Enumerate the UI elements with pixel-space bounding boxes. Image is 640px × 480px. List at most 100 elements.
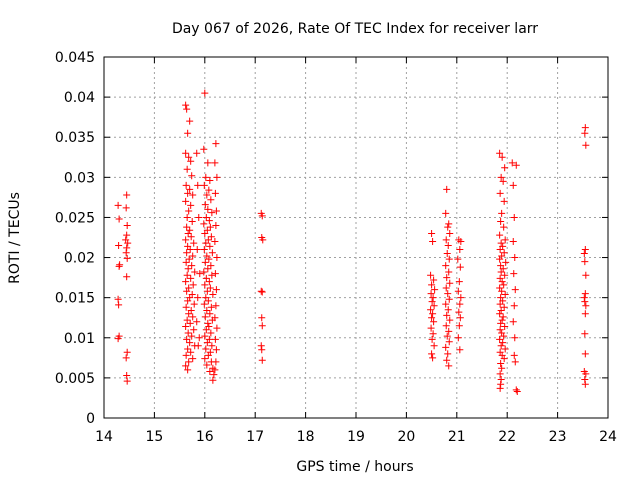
- x-tick-label: 24: [599, 429, 617, 445]
- data-point-marker: [123, 273, 131, 281]
- data-point-marker: [499, 339, 507, 347]
- data-point-marker: [200, 268, 208, 276]
- data-point-marker: [205, 186, 213, 194]
- data-point-marker: [206, 367, 214, 375]
- data-point-marker: [183, 213, 191, 221]
- data-point-marker: [497, 173, 505, 181]
- data-point-marker: [581, 375, 589, 383]
- data-point-marker: [123, 244, 131, 252]
- data-point-marker: [205, 278, 213, 286]
- data-point-marker: [581, 310, 589, 318]
- data-point-marker: [203, 191, 211, 199]
- data-point-marker: [446, 229, 454, 237]
- data-point-marker: [210, 371, 218, 379]
- data-point-marker: [182, 362, 190, 370]
- data-point-marker: [498, 364, 506, 372]
- data-point-marker: [193, 318, 201, 326]
- data-point-marker: [186, 339, 194, 347]
- data-point-marker: [212, 358, 220, 366]
- data-point-marker: [443, 356, 451, 364]
- data-point-marker: [258, 288, 266, 296]
- data-point-marker: [182, 323, 190, 331]
- data-point-marker: [203, 361, 211, 369]
- data-point-marker: [431, 286, 439, 294]
- data-point-marker: [443, 274, 451, 282]
- data-point-marker: [502, 258, 510, 266]
- data-point-marker: [186, 185, 194, 193]
- data-point-marker: [188, 217, 196, 225]
- data-point-marker: [200, 145, 208, 153]
- y-tick-label: 0.04: [64, 90, 95, 106]
- data-point-marker: [212, 286, 220, 294]
- plot-frame: [103, 56, 609, 419]
- data-point-marker: [443, 332, 451, 340]
- data-point-marker: [122, 249, 130, 257]
- data-point-marker: [499, 177, 507, 185]
- data-point-marker: [508, 159, 516, 167]
- data-point-marker: [457, 294, 465, 302]
- data-point-marker: [496, 326, 504, 334]
- y-tick-labels: 0 0.005 0.01 0.015 0.02 0.025 0.03 0.035 0.04 0.0…: [55, 50, 95, 427]
- data-point-marker: [114, 201, 122, 209]
- data-point-marker: [194, 181, 202, 189]
- data-point-marker: [582, 141, 590, 149]
- data-point-marker: [496, 149, 504, 157]
- x-tick-label: 19: [347, 429, 365, 445]
- data-point-marker: [187, 201, 195, 209]
- grid-lines: [104, 57, 608, 418]
- data-point-marker: [500, 332, 508, 340]
- data-point-marker: [206, 242, 214, 250]
- data-point-marker: [444, 242, 452, 250]
- data-point-marker: [201, 229, 209, 237]
- data-point-marker: [497, 342, 505, 350]
- data-point-marker: [512, 386, 520, 394]
- data-point-marker: [428, 281, 436, 289]
- data-point-marker: [185, 358, 193, 366]
- data-point-marker: [207, 303, 215, 311]
- data-point-marker: [115, 242, 123, 250]
- data-point-marker: [496, 384, 504, 392]
- data-point-marker: [259, 236, 267, 244]
- data-point-marker: [189, 191, 197, 199]
- data-point-marker: [201, 201, 209, 209]
- data-point-marker: [185, 255, 193, 263]
- data-point-marker: [202, 326, 210, 334]
- data-point-marker: [442, 343, 450, 351]
- data-point-marker: [207, 262, 215, 270]
- data-point-marker: [202, 239, 210, 247]
- data-point-marker: [188, 332, 196, 340]
- data-point-marker: [194, 342, 202, 350]
- data-point-marker: [202, 345, 210, 353]
- data-point-marker: [430, 342, 438, 350]
- data-point-marker: [201, 89, 209, 97]
- data-point-marker: [186, 226, 194, 234]
- data-point-marker: [496, 335, 504, 343]
- data-point-marker: [498, 316, 506, 324]
- data-point-marker: [186, 117, 194, 125]
- data-point-marker: [182, 101, 190, 109]
- data-point-marker: [208, 209, 216, 217]
- data-point-marker: [182, 351, 190, 359]
- x-tick-label: 18: [297, 429, 315, 445]
- data-point-marker: [208, 342, 216, 350]
- data-point-marker: [212, 221, 220, 229]
- data-point-marker: [123, 231, 131, 239]
- data-point-marker: [445, 220, 453, 228]
- data-point-marker: [206, 284, 214, 292]
- data-point-marker: [442, 236, 450, 244]
- data-point-marker: [200, 181, 208, 189]
- data-point-marker: [497, 239, 505, 247]
- data-point-marker: [427, 290, 435, 298]
- data-point-marker: [510, 213, 518, 221]
- data-point-marker: [580, 294, 588, 302]
- data-point-marker: [123, 348, 131, 356]
- y-tick-label: 0.045: [55, 50, 95, 66]
- data-point-marker: [204, 319, 212, 327]
- data-point-marker: [189, 252, 197, 260]
- data-point-marker: [445, 327, 453, 335]
- chart-title: Day 067 of 2026, Rate Of TEC Index for r…: [172, 21, 538, 37]
- data-point-marker: [454, 287, 462, 295]
- data-point-marker: [581, 290, 589, 298]
- data-point-marker: [429, 238, 437, 246]
